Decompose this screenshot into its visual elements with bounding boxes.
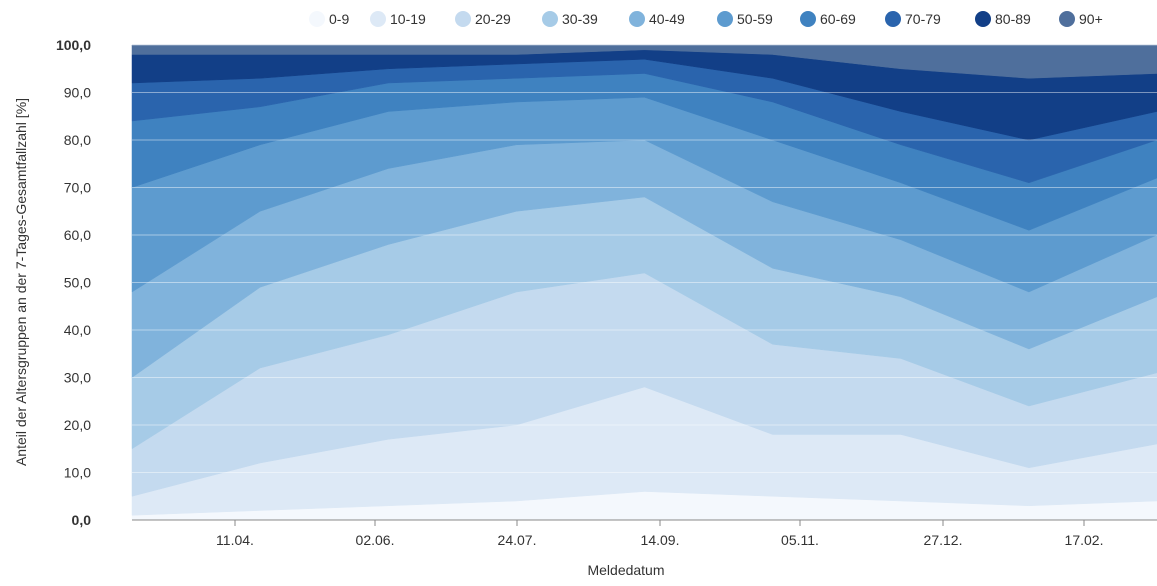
y-tick-label: 50,0 [64, 275, 91, 291]
y-tick-label: 40,0 [64, 322, 91, 338]
legend-item-20-29[interactable]: 20-29 [455, 11, 511, 27]
x-axis: 11.04. 02.06. 24.07. 14.09. 05.11. 27.12. 17.0… [132, 519, 1157, 548]
legend-item-90+[interactable]: 90+ [1059, 11, 1103, 27]
y-tick-label: 90,0 [64, 85, 91, 101]
legend-label: 90+ [1079, 11, 1103, 27]
legend-label: 50-59 [737, 11, 773, 27]
x-tick-label: 27.12. [924, 532, 963, 548]
legend-item-40-49[interactable]: 40-49 [629, 11, 685, 27]
legend-swatch [975, 11, 991, 27]
y-tick-label: 100,0 [56, 37, 91, 53]
plot-area [131, 44, 1157, 521]
x-tick-label: 02.06. [356, 532, 395, 548]
y-tick-label: 10,0 [64, 465, 91, 481]
x-tick-label: 11.04. [216, 532, 254, 548]
legend-swatch [455, 11, 471, 27]
x-tick-label: 14.09. [641, 532, 680, 548]
legend: 0-9 10-19 20-29 30-39 40-49 50-59 60-69 70-79 80… [309, 11, 1103, 27]
legend-label: 80-89 [995, 11, 1031, 27]
y-tick-label: 70,0 [64, 180, 91, 196]
legend-label: 30-39 [562, 11, 598, 27]
legend-swatch [370, 11, 386, 27]
area-90+[interactable] [131, 44, 1157, 79]
legend-item-70-79[interactable]: 70-79 [885, 11, 941, 27]
legend-swatch [629, 11, 645, 27]
legend-label: 20-29 [475, 11, 511, 27]
x-tick-label: 24.07. [498, 532, 537, 548]
y-tick-label: 20,0 [64, 417, 91, 433]
x-axis-title: Meldedatum [587, 562, 664, 578]
y-axis-title: Anteil der Altersgruppen an der 7-Tages-… [13, 98, 29, 466]
y-tick-label: 60,0 [64, 227, 91, 243]
legend-item-80-89[interactable]: 80-89 [975, 11, 1031, 27]
x-tick-label: 17.02. [1065, 532, 1104, 548]
legend-label: 40-49 [649, 11, 685, 27]
legend-swatch [717, 11, 733, 27]
x-tick-label: 05.11. [781, 532, 819, 548]
y-tick-label: 30,0 [64, 370, 91, 386]
y-tick-label: 80,0 [64, 132, 91, 148]
legend-label: 70-79 [905, 11, 941, 27]
legend-item-60-69[interactable]: 60-69 [800, 11, 856, 27]
legend-item-50-59[interactable]: 50-59 [717, 11, 773, 27]
y-axis: 0,0 10,0 20,0 30,0 40,0 50,0 60,0 70,0 80,0 90,0 1… [56, 37, 91, 528]
legend-item-0-9[interactable]: 0-9 [309, 11, 349, 27]
legend-label: 60-69 [820, 11, 856, 27]
legend-swatch [1059, 11, 1075, 27]
legend-swatch [800, 11, 816, 27]
legend-swatch [309, 11, 325, 27]
legend-label: 0-9 [329, 11, 349, 27]
legend-item-10-19[interactable]: 10-19 [370, 11, 426, 27]
y-tick-label: 0,0 [72, 512, 92, 528]
legend-swatch [542, 11, 558, 27]
legend-swatch [885, 11, 901, 27]
legend-item-30-39[interactable]: 30-39 [542, 11, 598, 27]
legend-label: 10-19 [390, 11, 426, 27]
